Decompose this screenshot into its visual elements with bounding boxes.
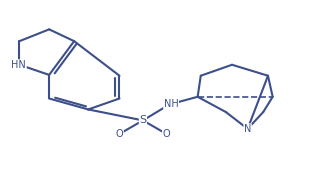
Text: O: O bbox=[163, 129, 170, 139]
Text: NH: NH bbox=[164, 99, 178, 109]
Text: S: S bbox=[139, 115, 147, 125]
Text: N: N bbox=[244, 124, 251, 134]
Text: HN: HN bbox=[11, 60, 26, 70]
Text: O: O bbox=[116, 129, 123, 139]
